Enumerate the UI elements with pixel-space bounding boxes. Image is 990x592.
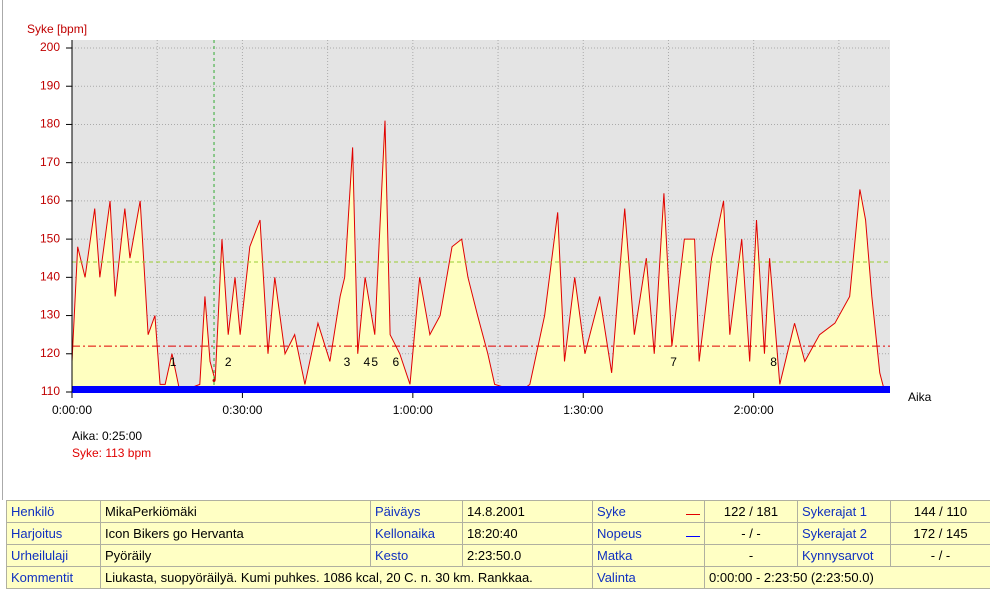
field-label: Nopeus [592, 522, 705, 545]
field-label: Kommentit [6, 566, 101, 589]
y-axis-label: Syke [bpm] [27, 22, 87, 36]
field-label: Sykerajat 2 [797, 522, 891, 545]
cell-text: Päiväys [375, 504, 421, 519]
field-value: Liukasta, suopyöräilyä. Kumi puhkes. 108… [100, 566, 593, 589]
table-row: Henkilö MikaPerkiömäki Päiväys 14.8.2001 Syk… [6, 500, 990, 523]
x-tick-label: 1:30:00 [563, 403, 603, 417]
y-tick-label: 130 [40, 308, 60, 322]
table-row: Harjoitus Icon Bikers go Hervanta Kellonai… [6, 522, 990, 545]
field-label: Kynnysarvot [797, 544, 891, 567]
heart-rate-area [72, 120, 884, 392]
cell-text: Syke [597, 504, 626, 519]
cell-text: 14.8.2001 [467, 504, 525, 519]
cell-text: Icon Bikers go Hervanta [105, 526, 244, 541]
x-tick-label: 0:30:00 [222, 403, 262, 417]
field-value: - / - [704, 522, 798, 545]
field-value: Pyöräily [100, 544, 371, 567]
cursor-point [212, 379, 216, 383]
field-label: Urheilulaji [6, 544, 101, 567]
field-label: Valinta [592, 566, 705, 589]
field-value: - [704, 544, 798, 567]
cell-text: - / - [930, 548, 951, 563]
y-tick-label: 180 [40, 117, 60, 131]
cursor-time: Aika: 0:25:00 [72, 429, 142, 443]
cell-text: 122 / 181 [723, 504, 779, 519]
table-row: Urheilulaji Pyöräily Kesto 2:23:50.0 Matka - K… [6, 544, 990, 567]
field-label: Harjoitus [6, 522, 101, 545]
cell-text: MikaPerkiömäki [105, 504, 197, 519]
field-label: Päiväys [370, 500, 463, 523]
field-label: Matka [592, 544, 705, 567]
y-tick-label: 200 [40, 40, 60, 54]
x-tick-label: 1:00:00 [393, 403, 433, 417]
lap-marker: 4 [363, 355, 370, 369]
lap-marker: 6 [392, 355, 399, 369]
field-value: 172 / 145 [890, 522, 990, 545]
y-tick-label: 150 [40, 231, 60, 245]
cell-text: Henkilö [11, 504, 55, 519]
cell-text: 2:23:50.0 [467, 548, 522, 563]
cell-text: Kynnysarvot [802, 548, 874, 563]
lap-marker: 2 [225, 355, 232, 369]
chart: Syke [bpm] Aika 110120130140150160170180… [27, 22, 932, 460]
lap-marker: 7 [670, 355, 677, 369]
field-label: Kellonaika [370, 522, 463, 545]
heart-rate-line [71, 120, 885, 393]
cell-text: Liukasta, suopyöräilyä. Kumi puhkes. 108… [105, 570, 533, 585]
cell-text: Kesto [375, 548, 409, 563]
lap-marker: 3 [344, 355, 351, 369]
y-tick-label: 110 [41, 384, 60, 398]
y-tick-label: 160 [40, 193, 60, 207]
field-value: 2:23:50.0 [462, 544, 593, 567]
cell-text: Kommentit [11, 570, 74, 585]
field-value: - / - [890, 544, 990, 567]
x-tick-label: 0:00:00 [52, 403, 92, 417]
field-value: 0:00:00 - 2:23:50 (2:23:50.0) [704, 566, 990, 589]
y-tick-label: 170 [40, 155, 60, 169]
cell-text: Matka [597, 548, 633, 563]
field-value: Icon Bikers go Hervanta [100, 522, 371, 545]
cell-text: Sykerajat 1 [802, 504, 868, 519]
cell-text: 172 / 145 [913, 526, 968, 541]
field-label: Kesto [370, 544, 463, 567]
y-tick-label: 190 [40, 78, 60, 92]
cell-text: - / - [741, 526, 761, 541]
field-label: Syke [592, 500, 705, 523]
cell-text: Kellonaika [375, 526, 435, 541]
field-label: Henkilö [6, 500, 101, 523]
cell-text: - [748, 548, 754, 563]
field-value: 144 / 110 [890, 500, 990, 523]
cell-text: Harjoitus [11, 526, 63, 541]
window-edge [2, 0, 3, 500]
field-value: 18:20:40 [462, 522, 593, 545]
lap-marker: 5 [371, 355, 378, 369]
lap-marker: 8 [770, 355, 777, 369]
cursor-value: Syke: 113 bpm [72, 446, 151, 460]
x-tick-label: 2:00:00 [734, 403, 774, 417]
field-value: MikaPerkiömäki [100, 500, 371, 523]
field-value: 122 / 181 [704, 500, 798, 523]
speed-bar [72, 386, 890, 393]
cell-text: Urheilulaji [11, 548, 69, 563]
y-tick-label: 140 [40, 270, 60, 284]
y-tick-label: 120 [40, 346, 60, 360]
legend-line [686, 536, 700, 537]
cell-text: Pyöräily [105, 548, 152, 563]
cell-text: 144 / 110 [913, 504, 968, 519]
cell-text: Sykerajat 2 [802, 526, 868, 541]
cell-text: 0:00:00 - 2:23:50 (2:23:50.0) [709, 570, 874, 585]
lap-marker: 1 [170, 355, 177, 369]
cell-text: Nopeus [597, 526, 642, 541]
info-table: Henkilö MikaPerkiömäki Päiväys 14.8.2001 Syk… [6, 500, 990, 589]
x-axis-label: Aika [908, 390, 932, 404]
field-label: Sykerajat 1 [797, 500, 891, 523]
field-value: 14.8.2001 [462, 500, 593, 523]
table-row: Kommentit Liukasta, suopyöräilyä. Kumi pu… [6, 566, 990, 589]
cell-text: 18:20:40 [467, 526, 518, 541]
legend-line [686, 514, 700, 515]
cell-text: Valinta [597, 570, 636, 585]
